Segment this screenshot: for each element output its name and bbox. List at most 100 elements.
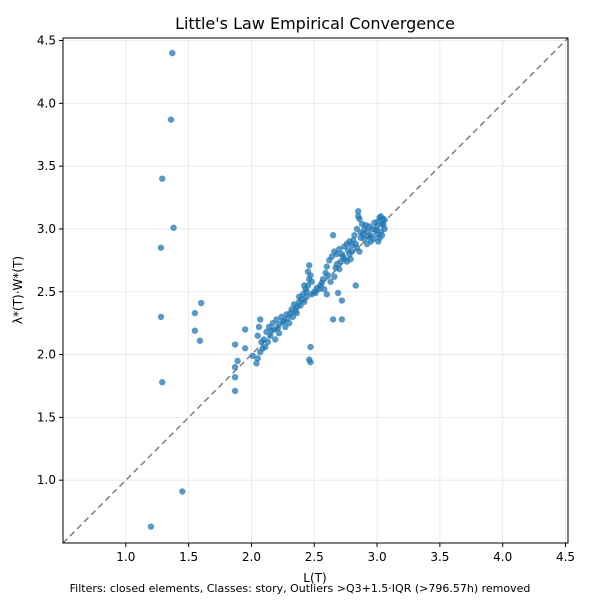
scatter-point (300, 282, 308, 289)
scatter-point (329, 232, 337, 239)
y-tick-label: 4.0 (37, 96, 56, 110)
scatter-point (197, 299, 205, 307)
scatter-point (333, 250, 341, 258)
scatter-point (338, 316, 346, 323)
scatter-point (287, 309, 294, 317)
scatter-point (307, 343, 314, 351)
scatter-point (234, 357, 241, 365)
scatter-point (339, 253, 347, 260)
scatter-point (179, 488, 186, 495)
scatter-point (372, 227, 379, 234)
scatter-point (254, 355, 261, 362)
x-axis-ticks: 1.0 1.5 2.0 2.5 3.0 3.5 4.0 4.5 (116, 543, 575, 564)
scatter-point (337, 258, 344, 265)
scatter-point (318, 279, 325, 287)
y-tick-label: 4.5 (37, 34, 56, 48)
scatter-point (241, 345, 249, 352)
y-axis-label: λ*(T)·W*(T) (11, 256, 25, 324)
scatter-point (231, 341, 239, 348)
scatter-point (360, 230, 367, 238)
scatter-point (370, 235, 377, 243)
scatter-point (328, 253, 336, 260)
scatter-point (157, 313, 165, 321)
scatter-point (355, 208, 362, 215)
scatter-point (307, 272, 314, 279)
scatter-point (380, 221, 387, 229)
scatter-point (196, 337, 204, 344)
scatter-point (347, 255, 354, 263)
x-tick-label: 3.0 (368, 550, 387, 564)
scatter-point (324, 272, 332, 279)
scatter-point (268, 327, 275, 334)
scatter-point (365, 233, 372, 240)
filter-footnote: Filters: closed elements, Classes: story… (69, 582, 531, 595)
x-tick-label: 1.5 (179, 550, 198, 564)
scatter-point (241, 326, 249, 333)
scatter-point (273, 316, 280, 323)
scatter-point (378, 232, 386, 239)
scatter-point (344, 247, 352, 254)
scatter-point (272, 336, 279, 343)
scatter-point (332, 264, 339, 272)
scatter-point (157, 244, 165, 251)
scatter-point (274, 324, 282, 332)
data-points (147, 49, 388, 530)
scatter-point (254, 332, 261, 339)
scatter-point (351, 232, 358, 239)
reference-line (62, 37, 569, 544)
y-tick-label: 1.0 (37, 473, 56, 487)
scatter-point (303, 293, 310, 300)
scatter-point (191, 309, 199, 317)
grid-lines (63, 38, 568, 543)
scatter-point (253, 360, 260, 367)
plot-frame (62, 37, 569, 544)
scatter-point (159, 379, 166, 386)
x-tick-label: 4.0 (493, 550, 512, 564)
scatter-point (231, 373, 239, 381)
scatter-point (331, 273, 338, 280)
scatter-point (375, 238, 382, 245)
y-tick-label: 3.5 (37, 159, 56, 173)
scatter-point (257, 316, 264, 323)
y-tick-label: 3.0 (37, 222, 56, 236)
scatter-point (191, 327, 199, 334)
scatter-point (323, 291, 331, 298)
scatter-point (352, 240, 359, 248)
y-tick-label: 2.5 (37, 285, 56, 299)
scatter-point (249, 352, 256, 360)
scatter-point (329, 316, 337, 323)
scatter-point (282, 323, 289, 331)
scatter-point (275, 330, 283, 337)
scatter-point (306, 262, 313, 269)
scatter-point (316, 286, 323, 293)
chart-title: Little's Law Empirical Convergence (175, 14, 455, 33)
x-tick-label: 2.5 (305, 550, 324, 564)
scatter-point (303, 288, 310, 295)
scatter-point (264, 338, 271, 346)
scatter-point (231, 387, 239, 395)
scatter-point (257, 348, 264, 356)
scatter-point (362, 221, 369, 229)
x-axis-label: L(T) (303, 571, 326, 585)
scatter-point (167, 116, 175, 123)
scatter-point (327, 278, 334, 285)
scatter-point (356, 248, 363, 255)
x-tick-label: 2.0 (242, 550, 261, 564)
scatter-point (377, 213, 385, 220)
scatter-point (352, 282, 359, 289)
y-tick-label: 2.0 (37, 348, 56, 362)
scatter-point (334, 289, 342, 297)
scatter-point (170, 224, 177, 231)
scatter-point (323, 263, 331, 270)
scatter-point (338, 297, 346, 304)
scatter-point (255, 323, 263, 331)
scatter-point (292, 307, 299, 314)
scatter-point (307, 358, 314, 366)
scatter-point (355, 213, 362, 220)
scatter-point (169, 49, 176, 57)
scatter-point (267, 332, 274, 339)
x-tick-label: 4.5 (556, 550, 575, 564)
scatter-point (262, 343, 269, 351)
x-tick-label: 1.0 (116, 550, 135, 564)
